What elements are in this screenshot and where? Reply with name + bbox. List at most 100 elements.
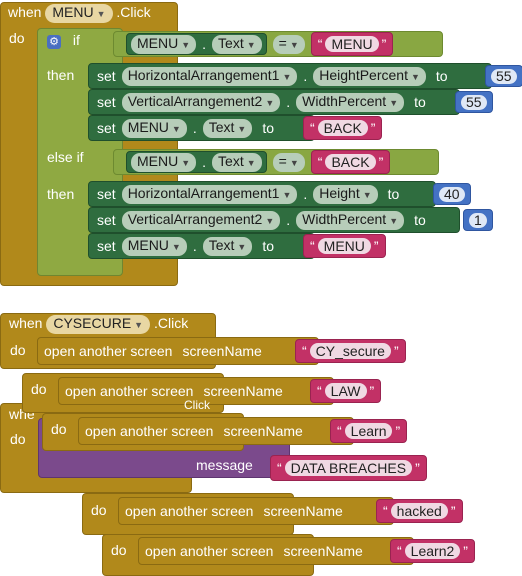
text-block[interactable]: “CY_secure” xyxy=(295,339,406,363)
screen-name-label: screenName xyxy=(203,383,283,399)
when-keyword: when xyxy=(8,4,42,20)
text-block[interactable]: “MENU” xyxy=(310,32,394,56)
property-pill[interactable]: Text ▼ xyxy=(212,152,262,172)
property-pill[interactable]: Text ▼ xyxy=(202,236,253,256)
number-block[interactable]: 55 xyxy=(485,65,522,87)
open-screen-block-learn2[interactable]: open another screen screenName xyxy=(138,537,414,565)
text-block[interactable]: “BACK” xyxy=(303,116,383,140)
text-block[interactable]: “hacked” xyxy=(376,499,463,523)
property-pill[interactable]: Text ▼ xyxy=(212,34,262,54)
to-keyword: to xyxy=(414,94,426,110)
open-screen-block-learn[interactable]: open another screen screenName xyxy=(78,417,354,445)
chevron-down-icon: ▼ xyxy=(265,215,275,226)
text-block[interactable]: “Learn2” xyxy=(390,539,475,563)
component-pill[interactable]: MENU ▼ xyxy=(121,118,187,138)
text-block[interactable]: “BACK” xyxy=(310,150,391,174)
number-block[interactable]: 40 xyxy=(433,183,471,205)
to-keyword: to xyxy=(414,212,426,228)
text-block[interactable]: “LAW” xyxy=(310,379,382,403)
set-keyword: set xyxy=(97,94,116,110)
text-block[interactable]: “MENU” xyxy=(303,234,386,258)
number-block[interactable]: 55 xyxy=(455,91,493,113)
property-pill[interactable]: WidthPercent ▼ xyxy=(296,92,405,112)
set-keyword: set xyxy=(97,186,116,202)
set-block-5[interactable]: set VerticalArrangement2 ▼ . WidthPercent… xyxy=(88,207,460,233)
do-keyword: do xyxy=(51,421,67,437)
cysecure-component-dropdown[interactable]: CYSECURE ▼ xyxy=(46,315,151,334)
chevron-down-icon: ▼ xyxy=(389,215,399,226)
set-block-6[interactable]: set MENU ▼ . Text ▼ to xyxy=(88,233,315,259)
set-block-4[interactable]: set HorizontalArrangement1 ▼ . Height ▼ to xyxy=(88,181,436,207)
dot-separator: . xyxy=(192,238,197,254)
getter-menu-text-1[interactable]: MENU ▼ . Text ▼ xyxy=(126,33,267,55)
text-value[interactable]: MENU xyxy=(317,238,371,254)
gear-icon[interactable]: ⚙ xyxy=(47,35,61,49)
then-keyword-2: then xyxy=(47,186,75,202)
to-keyword: to xyxy=(387,186,400,202)
number-value[interactable]: 1 xyxy=(469,212,487,228)
open-screen-block-cy-secure[interactable]: open another screen screenName xyxy=(37,337,319,365)
do-keyword: do xyxy=(10,342,26,358)
text-value[interactable]: LAW xyxy=(324,383,367,399)
screen-name-label: screenName xyxy=(283,543,363,559)
component-pill[interactable]: MENU ▼ xyxy=(131,34,197,54)
component-pill[interactable]: HorizontalArrangement1 ▼ xyxy=(121,66,298,86)
do-keyword: do xyxy=(31,381,47,397)
set-keyword: set xyxy=(97,212,116,228)
text-value[interactable]: MENU xyxy=(325,36,379,52)
menu-component-dropdown[interactable]: MENU ▼ xyxy=(45,4,113,23)
text-value[interactable]: hacked xyxy=(390,503,448,519)
equals-operator-dropdown[interactable]: = ▼ xyxy=(272,152,305,172)
number-value[interactable]: 40 xyxy=(439,186,465,202)
if-keyword: if xyxy=(72,32,80,48)
dot-separator: . xyxy=(202,154,207,170)
property-pill[interactable]: WidthPercent ▼ xyxy=(296,210,405,230)
click-event-label: .Click xyxy=(116,4,151,20)
open-another-screen-label: open another screen xyxy=(44,343,173,359)
open-another-screen-label: open another screen xyxy=(65,383,194,399)
to-keyword: to xyxy=(435,68,448,84)
chevron-down-icon: ▼ xyxy=(237,241,247,252)
text-value[interactable]: DATA BREACHES xyxy=(284,460,413,476)
compare-block-2[interactable]: MENU ▼ . Text ▼ = ▼ “BACK” xyxy=(113,149,439,175)
property-pill[interactable]: HeightPercent ▼ xyxy=(313,66,426,86)
chevron-down-icon: ▼ xyxy=(171,123,181,134)
text-block[interactable]: “Learn” xyxy=(330,419,408,443)
chevron-down-icon: ▼ xyxy=(289,157,299,168)
text-value[interactable]: BACK xyxy=(317,120,368,136)
number-value[interactable]: 55 xyxy=(491,68,517,84)
text-value[interactable]: CY_secure xyxy=(309,343,391,359)
component-pill[interactable]: VerticalArrangement2 ▼ xyxy=(121,92,281,112)
text-block[interactable]: “DATA BREACHES” xyxy=(270,455,427,481)
component-pill[interactable]: VerticalArrangement2 ▼ xyxy=(121,210,281,230)
property-pill[interactable]: Text ▼ xyxy=(202,118,253,138)
number-value[interactable]: 55 xyxy=(461,94,487,110)
chevron-down-icon: ▼ xyxy=(246,157,256,168)
set-keyword: set xyxy=(97,120,116,136)
property-pill[interactable]: Height ▼ xyxy=(313,184,378,204)
open-screen-block-law[interactable]: open another screen screenName xyxy=(58,377,334,405)
chevron-down-icon: ▼ xyxy=(181,157,191,168)
dot-separator: . xyxy=(192,120,197,136)
cysecure-click-event-header: when CYSECURE ▼ .Click xyxy=(9,315,188,334)
compare-block-1[interactable]: MENU ▼ . Text ▼ = ▼ “MENU” xyxy=(113,31,443,57)
dot-separator: . xyxy=(202,36,207,52)
text-value[interactable]: Learn2 xyxy=(404,543,461,559)
set-keyword: set xyxy=(97,238,116,254)
click-event-label: .Click xyxy=(153,315,189,331)
chevron-down-icon: ▼ xyxy=(265,97,275,108)
set-block-3[interactable]: set MENU ▼ . Text ▼ to xyxy=(88,115,315,141)
set-block-1[interactable]: set HorizontalArrangement1 ▼ . HeightPerc… xyxy=(88,63,492,89)
component-pill[interactable]: MENU ▼ xyxy=(131,152,197,172)
set-block-2[interactable]: set VerticalArrangement2 ▼ . WidthPercent… xyxy=(88,89,460,115)
number-block[interactable]: 1 xyxy=(463,209,493,231)
component-pill[interactable]: HorizontalArrangement1 ▼ xyxy=(121,184,298,204)
open-screen-block-hacked[interactable]: open another screen screenName xyxy=(118,497,394,525)
getter-menu-text-2[interactable]: MENU ▼ . Text ▼ xyxy=(126,151,267,173)
text-value[interactable]: Learn xyxy=(344,423,393,439)
dot-separator: . xyxy=(303,68,308,84)
component-pill[interactable]: MENU ▼ xyxy=(121,236,187,256)
text-value[interactable]: BACK xyxy=(325,154,376,170)
dot-separator: . xyxy=(303,186,308,202)
equals-operator-dropdown[interactable]: = ▼ xyxy=(272,34,305,54)
